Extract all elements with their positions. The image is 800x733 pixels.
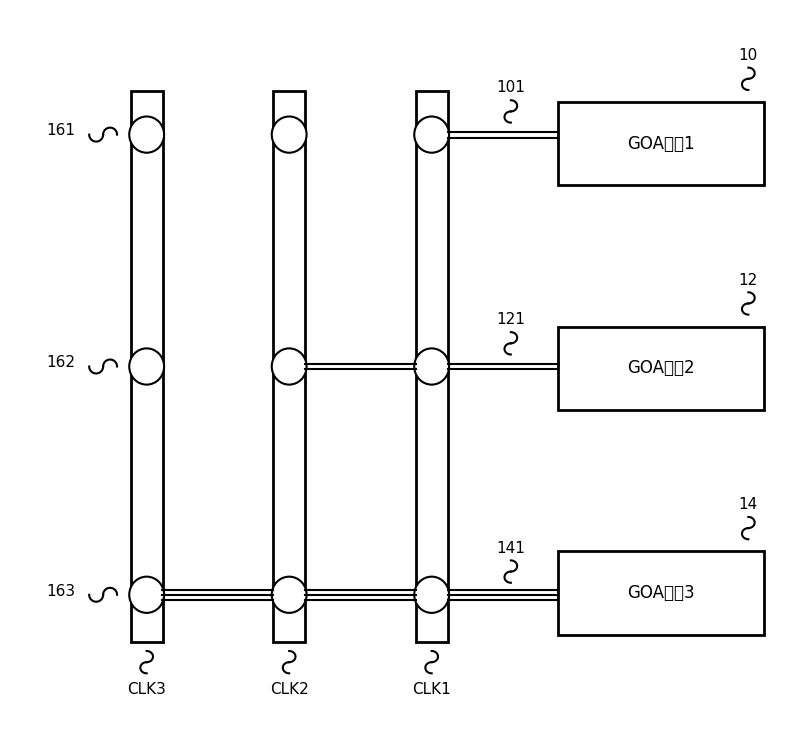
Ellipse shape (130, 348, 164, 385)
Text: 12: 12 (738, 273, 758, 287)
Text: 101: 101 (496, 81, 526, 95)
Text: 161: 161 (46, 123, 75, 139)
Text: CLK1: CLK1 (412, 682, 451, 697)
Ellipse shape (414, 117, 449, 152)
Text: 10: 10 (738, 48, 758, 63)
Text: 141: 141 (496, 541, 526, 556)
Ellipse shape (130, 577, 164, 613)
Bar (416, 91, 447, 642)
Text: CLK3: CLK3 (127, 682, 166, 697)
Bar (558, 327, 764, 410)
Text: 14: 14 (738, 497, 758, 512)
Bar (131, 91, 162, 642)
Ellipse shape (272, 117, 306, 152)
Ellipse shape (272, 577, 306, 613)
Text: GOA电路3: GOA电路3 (627, 584, 695, 602)
Ellipse shape (414, 348, 449, 385)
Bar (558, 551, 764, 635)
Text: 121: 121 (496, 312, 526, 328)
Text: 163: 163 (46, 583, 75, 599)
Text: GOA电路2: GOA电路2 (627, 359, 695, 377)
Ellipse shape (130, 117, 164, 152)
Ellipse shape (272, 348, 306, 385)
Text: 162: 162 (46, 356, 75, 370)
Text: GOA电路1: GOA电路1 (627, 135, 695, 152)
Ellipse shape (414, 577, 449, 613)
Bar (558, 102, 764, 185)
Text: CLK2: CLK2 (270, 682, 309, 697)
Bar (274, 91, 305, 642)
